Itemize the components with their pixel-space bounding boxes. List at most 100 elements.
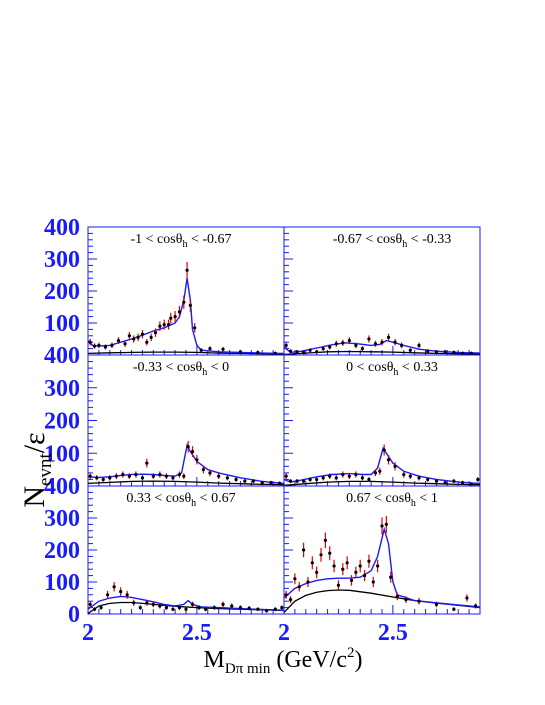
data-point — [256, 607, 260, 612]
data-point — [188, 299, 192, 312]
total-fit-curve — [87, 442, 285, 485]
data-marker — [341, 472, 345, 477]
data-marker — [225, 476, 229, 480]
data-point — [328, 473, 332, 480]
data-point — [465, 594, 469, 602]
data-marker — [106, 593, 110, 597]
data-point — [284, 473, 288, 480]
data-point — [171, 607, 175, 612]
data-point — [297, 582, 301, 592]
data-point — [119, 587, 123, 596]
data-point — [221, 601, 225, 608]
data-marker — [171, 607, 175, 611]
data-point — [190, 601, 195, 608]
data-point — [284, 590, 288, 599]
panel-label-sub: h — [411, 498, 416, 509]
data-point — [417, 597, 421, 605]
data-point — [408, 348, 412, 353]
x-axis-title: MDπ min (GeV/c2) — [204, 645, 363, 677]
data-point — [443, 349, 447, 354]
panel-1: -1 < cosθh < -0.67 400 300 200 100 — [44, 215, 285, 356]
panel-label-post: < -0.67 — [187, 232, 231, 247]
data-point — [302, 350, 306, 355]
data-marker — [251, 479, 256, 483]
data-point — [171, 475, 175, 481]
data-point — [195, 455, 199, 465]
data-marker — [417, 476, 421, 480]
data-point — [349, 575, 354, 586]
y-tick-label: 400 — [44, 474, 80, 500]
data-marker — [88, 602, 92, 607]
data-marker — [238, 606, 243, 610]
data-marker — [469, 351, 473, 355]
data-point — [140, 330, 145, 339]
data-marker — [302, 350, 306, 355]
data-point — [243, 479, 247, 484]
data-marker — [247, 606, 251, 610]
data-marker — [256, 607, 260, 611]
data-point — [173, 310, 177, 323]
data-point — [293, 573, 297, 585]
data-point — [362, 569, 367, 582]
data-marker — [400, 343, 404, 347]
data-marker — [395, 594, 399, 599]
data-marker — [426, 477, 430, 482]
data-point — [136, 333, 140, 342]
data-point — [169, 312, 173, 324]
data-point — [358, 559, 362, 573]
data-point — [354, 342, 358, 349]
data-marker — [328, 345, 332, 349]
data-marker — [460, 351, 465, 355]
data-marker — [149, 335, 153, 339]
data-point — [234, 477, 238, 482]
data-marker — [288, 349, 293, 353]
data-point — [110, 342, 114, 349]
background-curve — [87, 480, 285, 486]
data-point — [332, 559, 336, 573]
data-point — [185, 261, 189, 279]
data-point — [114, 473, 118, 480]
data-point — [288, 596, 293, 604]
data-marker — [221, 602, 225, 607]
data-marker — [221, 347, 225, 351]
y-tick-label: 300 — [44, 376, 80, 402]
panel-label: -1 < cosθh < -0.67 — [131, 232, 232, 250]
data-marker — [295, 350, 299, 354]
data-point — [426, 349, 430, 354]
data-marker — [145, 340, 149, 344]
data-point — [380, 517, 384, 535]
data-marker — [334, 476, 338, 480]
data-point — [404, 596, 408, 604]
panel-label-pre: 0.67 < cosθ — [346, 491, 411, 506]
data-point — [319, 547, 323, 562]
y-axis-title-tail: /ε — [18, 432, 51, 453]
data-point — [341, 471, 345, 478]
data-marker — [434, 602, 439, 607]
data-point — [476, 477, 480, 482]
data-marker — [114, 474, 118, 478]
data-marker — [204, 607, 208, 611]
data-marker — [121, 472, 125, 477]
data-marker — [373, 471, 378, 475]
panel-label-sub: h — [393, 367, 398, 378]
data-marker — [201, 468, 206, 472]
data-marker — [158, 604, 162, 608]
data-point — [197, 605, 201, 610]
data-marker — [408, 474, 412, 478]
x-tick-label: 2 — [278, 620, 290, 646]
total-fit-curve — [87, 278, 285, 355]
data-point — [177, 305, 182, 318]
data-point — [127, 331, 131, 340]
y-tick-label: 300 — [44, 247, 80, 273]
data-point — [354, 566, 358, 579]
data-marker — [382, 448, 386, 452]
data-point — [452, 607, 456, 612]
data-point — [145, 599, 149, 606]
x-axis-title-sup: 2 — [347, 645, 355, 661]
data-marker — [177, 472, 182, 477]
data-point — [158, 321, 162, 332]
data-point — [393, 462, 397, 471]
data-point — [153, 328, 158, 337]
data-point — [367, 335, 371, 343]
total-fit-curve — [87, 595, 285, 611]
